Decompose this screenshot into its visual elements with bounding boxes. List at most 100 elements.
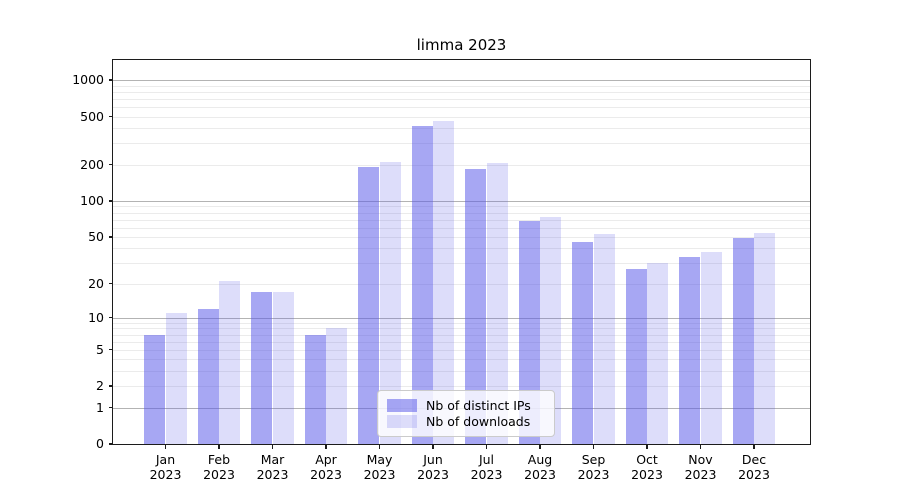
y-tick-mark-500: [108, 115, 113, 118]
gridline-minor-600: [113, 107, 810, 108]
bar-downloads-jul: [486, 163, 508, 444]
chart-title: limma 2023: [416, 36, 507, 54]
x-tick-year: 2023: [149, 467, 182, 482]
y-tick-label-50: 50: [88, 228, 104, 244]
gridline-minor-30: [113, 263, 810, 265]
gridline-minor-400: [113, 128, 810, 130]
y-tick-mark-50: [108, 236, 113, 238]
x-tick-label-oct: Oct 2023: [620, 452, 674, 482]
bar-ips-apr: [304, 334, 326, 444]
gridline-minor-900: [113, 85, 810, 87]
x-tick-mark-apr: [325, 444, 327, 449]
gridline-major-10: [113, 317, 810, 319]
x-tick-label-mar: Mar 2023: [246, 452, 300, 482]
legend-row-distinct-ips: Nb of distinct IPs: [387, 398, 544, 413]
x-tick-year: 2023: [577, 467, 610, 482]
y-tick-mark-10: [108, 316, 113, 319]
y-tick-label-500: 500: [80, 108, 104, 124]
x-tick-year: 2023: [256, 467, 289, 482]
x-tick-month: Sep: [581, 452, 606, 467]
x-tick-mark-sep: [592, 444, 595, 449]
gridline-minor-70: [113, 219, 810, 221]
bar-ips-sep: [572, 242, 594, 444]
bar-downloads-jun: [433, 120, 455, 444]
x-tick-label-jan: Jan 2023: [139, 452, 193, 482]
x-tick-month: Nov: [688, 452, 713, 467]
x-tick-label-jun: Jun 2023: [406, 452, 460, 482]
x-tick-mark-feb: [218, 444, 220, 449]
y-tick-mark-5: [108, 348, 113, 351]
gridline-minor-300: [113, 143, 810, 145]
x-tick-mark-nov: [699, 444, 702, 449]
x-tick-year: 2023: [203, 467, 235, 482]
gridline-major-1000: [113, 80, 810, 82]
bar-downloads-nov: [700, 252, 722, 444]
bar-downloads-apr: [326, 328, 348, 444]
x-tick-year: 2023: [417, 467, 449, 482]
y-tick-label-5: 5: [96, 341, 104, 357]
y-tick-mark-0: [108, 443, 113, 445]
gridline-minor-7: [113, 334, 810, 336]
y-tick-mark-1000: [108, 79, 113, 81]
y-tick-label-20: 20: [88, 275, 104, 291]
bar-ips-may: [358, 166, 380, 444]
gridline-minor-6: [113, 341, 810, 343]
x-tick-mark-may: [378, 444, 381, 449]
gridline-minor-4: [113, 359, 810, 361]
gridline-minor-90: [113, 206, 810, 208]
x-tick-month: Oct: [636, 452, 658, 467]
bar-ips-jun: [411, 125, 433, 444]
x-tick-label-nov: Nov 2023: [674, 452, 728, 482]
legend-row-downloads: Nb of downloads: [387, 414, 544, 429]
x-tick-year: 2023: [631, 467, 663, 482]
bar-ips-mar: [251, 291, 273, 444]
y-tick-label-200: 200: [80, 156, 104, 172]
x-tick-label-sep: Sep 2023: [567, 452, 621, 482]
x-tick-mark-aug: [539, 444, 541, 449]
y-tick-mark-100: [108, 200, 113, 202]
gridline-minor-500: [113, 116, 810, 118]
bar-downloads-aug: [540, 216, 562, 444]
gridline-minor-3: [113, 371, 810, 372]
y-tick-label-100: 100: [80, 192, 104, 208]
x-tick-mark-dec: [753, 444, 755, 449]
x-tick-year: 2023: [363, 467, 396, 482]
x-tick-mark-mar: [271, 444, 274, 449]
gridline-minor-800: [113, 91, 810, 93]
bar-ips-feb: [197, 308, 219, 444]
x-tick-mark-jul: [485, 444, 488, 449]
x-tick-mark-oct: [646, 444, 648, 449]
legend: Nb of distinct IPs Nb of downloads: [377, 390, 555, 437]
y-tick-label-0: 0: [96, 436, 104, 451]
bar-downloads-oct: [647, 263, 669, 444]
legend-swatch-distinct-ips: [387, 399, 417, 412]
x-tick-year: 2023: [470, 467, 503, 482]
gridline-minor-40: [113, 248, 810, 250]
y-tick-mark-200: [108, 163, 113, 166]
gridline-minor-5: [113, 349, 810, 351]
y-tick-label-10: 10: [88, 309, 104, 325]
gridline-minor-8: [113, 328, 810, 330]
x-tick-month: Apr: [315, 452, 337, 467]
x-tick-label-jul: Jul 2023: [460, 452, 514, 482]
y-tick-mark-20: [108, 282, 113, 285]
bar-downloads-feb: [219, 281, 241, 444]
bar-ips-jul: [465, 168, 487, 444]
gridline-minor-2: [113, 386, 810, 388]
y-tick-label-2: 2: [96, 378, 104, 394]
plot-area: Nb of distinct IPs Nb of downloads: [112, 59, 811, 445]
bar-ips-nov: [679, 256, 701, 444]
bar-ips-oct: [625, 268, 647, 444]
bar-ips-dec: [732, 237, 754, 444]
bar-downloads-jan: [165, 313, 187, 444]
gridline-minor-50: [113, 236, 810, 238]
x-tick-month: Jul: [478, 452, 495, 467]
gridline-major-100: [113, 200, 810, 202]
x-tick-month: Mar: [260, 452, 285, 467]
x-tick-mark-jan: [164, 444, 167, 449]
x-tick-year: 2023: [684, 467, 717, 482]
gridline-minor-20: [113, 283, 810, 285]
x-tick-month: Jun: [423, 452, 443, 467]
gridline-minor-700: [113, 98, 810, 100]
